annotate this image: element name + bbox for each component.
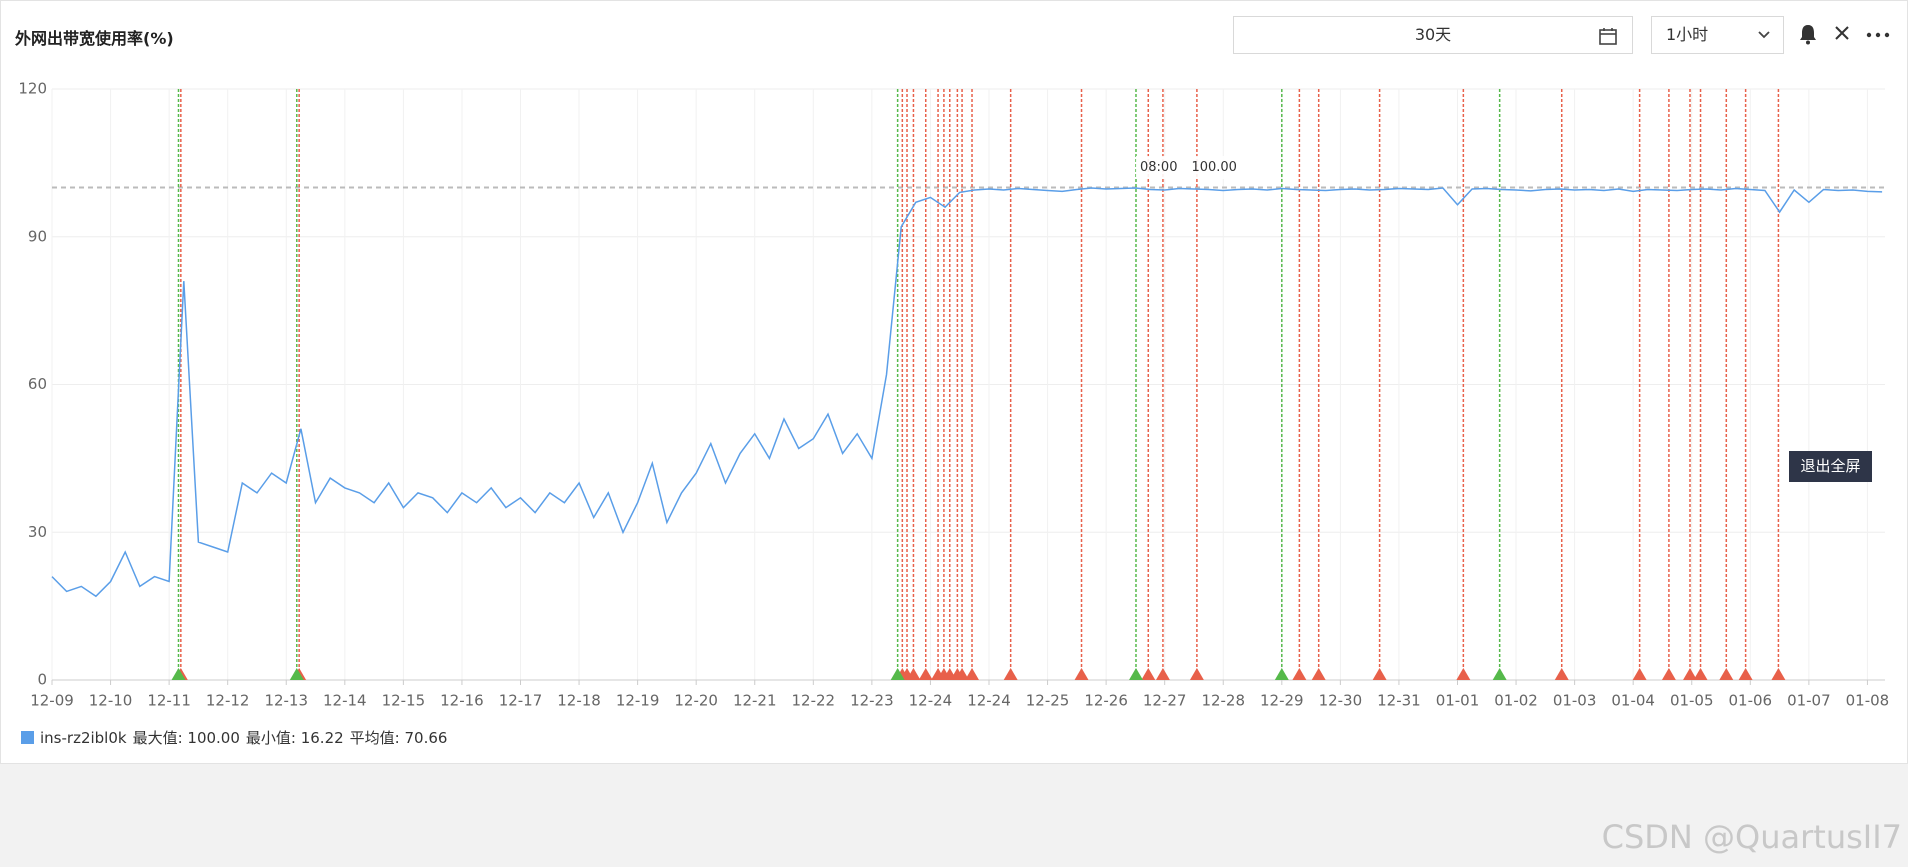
exit-fullscreen-button[interactable]: 退出全屏: [1789, 451, 1872, 482]
x-tick-label: 12-21: [733, 692, 777, 710]
x-tick-label: 12-15: [382, 692, 426, 710]
legend-name: ins-rz2ibl0k: [40, 728, 127, 747]
x-tick-label: 12-14: [323, 692, 367, 710]
panel-title: 外网出带宽使用率(%): [15, 29, 174, 48]
x-tick-label: 01-08: [1846, 692, 1890, 710]
x-tick-label: 12-20: [674, 692, 718, 710]
x-tick-label: 12-29: [1260, 692, 1304, 710]
event-marker: [1311, 668, 1326, 680]
x-tick-label: 12-26: [1084, 692, 1128, 710]
event-marker: [1128, 668, 1143, 680]
x-tick-label: 01-02: [1494, 692, 1538, 710]
legend: ins-rz2ibl0k 最大值: 100.00 最小值: 16.22 平均值: 70…: [21, 727, 447, 748]
x-tick-label: 12-09: [30, 692, 74, 710]
x-tick-label: 12-11: [147, 692, 191, 710]
event-marker: [906, 668, 921, 680]
x-tick-label: 12-22: [792, 692, 836, 710]
x-tick-label: 12-27: [1143, 692, 1187, 710]
x-tick-label: 12-18: [557, 692, 601, 710]
panel: 外网出带宽使用率(%) 30天 1小时 0 30 60 90 120 12-09 12-10…: [0, 0, 1908, 764]
event-marker: [1682, 668, 1697, 680]
event-marker: [1719, 668, 1734, 680]
event-marker: [1372, 668, 1387, 680]
x-tick-label: 12-25: [1026, 692, 1070, 710]
legend-stat: 平均值: 70.66: [349, 729, 448, 747]
event-marker: [918, 668, 933, 680]
event-marker: [1632, 668, 1647, 680]
more-icon[interactable]: [1865, 23, 1891, 43]
event-marker: [1074, 668, 1089, 680]
event-marker: [1155, 668, 1170, 680]
chevron-icon: [1758, 31, 1770, 39]
event-marker: [1292, 668, 1307, 680]
event-marker: [965, 668, 980, 680]
y-tick-label: 30: [28, 523, 47, 541]
event-marker: [1456, 668, 1471, 680]
event-marker: [890, 668, 905, 680]
event-marker: [1693, 668, 1708, 680]
event-marker: [1274, 668, 1289, 680]
interval-text: 1小时: [1666, 25, 1709, 44]
chart: 0 30 60 90 120 12-09 12-10 12-11 12-12 12-13 12-14…: [18, 80, 1890, 710]
calendar-icon: [1599, 28, 1617, 45]
legend-stat: 最小值: 16.22: [245, 729, 344, 747]
tooltip: 08:00 100.00: [1136, 156, 1246, 179]
event-marker: [289, 668, 304, 680]
y-tick-label: 60: [28, 375, 47, 393]
x-tick-label: 01-04: [1611, 692, 1655, 710]
x-tick-label: 12-28: [1201, 692, 1245, 710]
interval-select[interactable]: 1小时: [1651, 16, 1784, 54]
event-marker: [1661, 668, 1676, 680]
tooltip-value: 100.00: [1191, 160, 1237, 175]
event-marker: [1003, 668, 1018, 680]
event-marker: [1554, 668, 1569, 680]
date-range-picker[interactable]: 30天: [1233, 16, 1633, 54]
x-tick-label: 12-24: [967, 692, 1011, 710]
x-tick-label: 12-13: [264, 692, 308, 710]
x-tick-label: 12-23: [850, 692, 894, 710]
event-marker: [1738, 668, 1753, 680]
x-tick-label: 12-24: [909, 692, 953, 710]
x-tick-label: 12-10: [89, 692, 133, 710]
date-range-text: 30天: [1414, 25, 1452, 44]
x-tick-label: 01-07: [1787, 692, 1831, 710]
legend-stat: 最大值: 100.00: [132, 729, 240, 747]
x-tick-label: 01-03: [1553, 692, 1597, 710]
legend-swatch: [21, 731, 34, 744]
event-marker: [1492, 668, 1507, 680]
x-tick-label: 01-06: [1729, 692, 1773, 710]
x-tick-label: 01-05: [1670, 692, 1714, 710]
event-marker: [1189, 668, 1204, 680]
data-line: [51, 187, 1883, 598]
x-tick-label: 12-30: [1319, 692, 1363, 710]
x-tick-label: 12-12: [206, 692, 250, 710]
y-tick-label: 90: [28, 227, 47, 245]
y-tick-label: 120: [18, 80, 47, 98]
x-tick-label: 12-16: [440, 692, 484, 710]
y-tick-label: 0: [37, 671, 47, 689]
watermark: CSDN @QuartusII7: [1601, 818, 1902, 856]
event-marker: [955, 668, 970, 680]
event-marker: [1141, 668, 1156, 680]
x-tick-label: 12-19: [616, 692, 660, 710]
tooltip-time: 08:00: [1140, 160, 1178, 175]
close-icon[interactable]: [1833, 23, 1851, 43]
x-tick-label: 12-17: [499, 692, 543, 710]
x-tick-label: 12-31: [1377, 692, 1421, 710]
x-tick-label: 01-01: [1436, 692, 1480, 710]
event-marker: [171, 668, 186, 680]
bell-icon[interactable]: [1798, 23, 1818, 45]
event-marker: [1771, 668, 1786, 680]
